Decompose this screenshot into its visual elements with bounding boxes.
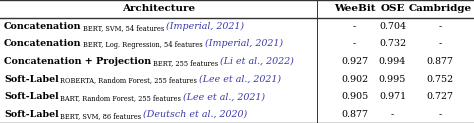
Text: BERT, Log. Regression, 54 features: BERT, Log. Regression, 54 features — [83, 41, 202, 49]
Text: Soft-Label: Soft-Label — [4, 92, 59, 101]
Text: Concatenation: Concatenation — [4, 39, 82, 48]
Text: 0.732: 0.732 — [379, 39, 406, 48]
Text: ROBERTA, Random Forest, 255 features: ROBERTA, Random Forest, 255 features — [60, 77, 197, 85]
Text: 0.995: 0.995 — [379, 75, 406, 84]
Text: BERT, SVM, 54 features: BERT, SVM, 54 features — [83, 24, 164, 32]
Text: 0.971: 0.971 — [379, 92, 406, 101]
Text: -: - — [438, 22, 441, 31]
Text: 0.727: 0.727 — [427, 92, 453, 101]
Text: 0.905: 0.905 — [341, 92, 368, 101]
Text: 0.752: 0.752 — [426, 75, 454, 84]
Text: OSE: OSE — [380, 4, 405, 13]
Text: 0.877: 0.877 — [341, 110, 368, 119]
Text: BART, Random Forest, 255 features: BART, Random Forest, 255 features — [60, 94, 181, 102]
Text: Architecture: Architecture — [122, 4, 195, 13]
Text: -: - — [353, 22, 356, 31]
Text: BERT, 255 features: BERT, 255 features — [153, 59, 218, 67]
Text: -: - — [391, 110, 394, 119]
Text: 0.902: 0.902 — [341, 75, 368, 84]
Text: (Lee et al., 2021): (Lee et al., 2021) — [183, 92, 265, 101]
Text: 0.994: 0.994 — [379, 57, 406, 66]
Text: Concatenation: Concatenation — [4, 22, 82, 31]
Text: 0.704: 0.704 — [379, 22, 406, 31]
Text: Soft-Label: Soft-Label — [4, 110, 59, 119]
Text: -: - — [438, 39, 441, 48]
Text: Soft-Label: Soft-Label — [4, 75, 59, 84]
Text: 0.927: 0.927 — [341, 57, 368, 66]
Text: Concatenation + Projection: Concatenation + Projection — [4, 57, 151, 66]
Text: -: - — [353, 39, 356, 48]
Text: (Imperial, 2021): (Imperial, 2021) — [205, 39, 283, 48]
Text: -: - — [438, 110, 441, 119]
Text: Cambridge: Cambridge — [408, 4, 472, 13]
Text: (Imperial, 2021): (Imperial, 2021) — [166, 22, 245, 31]
Text: 0.877: 0.877 — [427, 57, 453, 66]
Text: (Lee et al., 2021): (Lee et al., 2021) — [199, 75, 281, 84]
Text: BERT, SVM, 86 features: BERT, SVM, 86 features — [60, 112, 141, 120]
Text: (Li et al., 2022): (Li et al., 2022) — [220, 57, 293, 66]
Text: WeeBit: WeeBit — [334, 4, 375, 13]
Text: (Deutsch et al., 2020): (Deutsch et al., 2020) — [143, 110, 247, 119]
